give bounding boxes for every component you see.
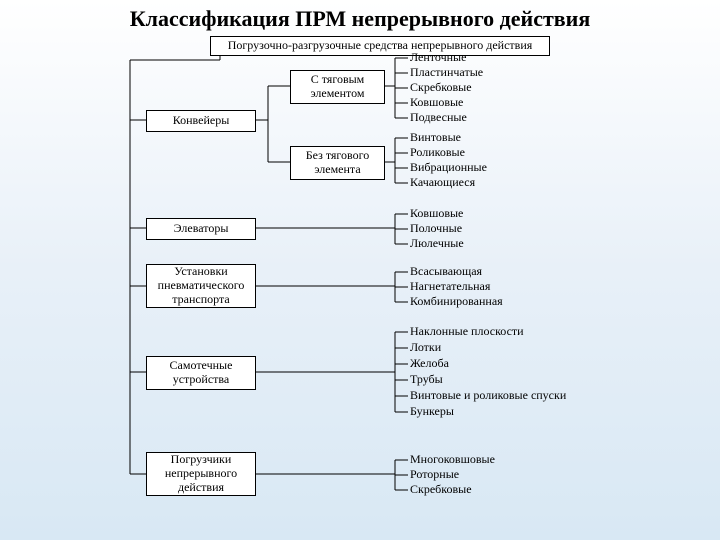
leaf-with: Ленточные: [410, 51, 466, 63]
leaf-grav: Желоба: [410, 357, 449, 369]
leaf-without: Качающиеся: [410, 176, 475, 188]
leaf-pneu: Всасывающая: [410, 265, 482, 277]
leaf-grav: Наклонные плоскости: [410, 325, 524, 337]
leaf-with: Пластинчатые: [410, 66, 483, 78]
leaf-load: Скребковые: [410, 483, 472, 495]
node-loaders: Погрузчики непрерывного действия: [146, 452, 256, 496]
node-without-traction: Без тягового элемента: [290, 146, 385, 180]
leaf-grav: Трубы: [410, 373, 443, 385]
leaf-elev: Ковшовые: [410, 207, 463, 219]
leaf-pneu: Комбинированная: [410, 295, 503, 307]
leaf-grav: Бункеры: [410, 405, 454, 417]
leaf-with: Ковшовые: [410, 96, 463, 108]
leaf-with: Скребковые: [410, 81, 472, 93]
node-conveyors: Конвейеры: [146, 110, 256, 132]
leaf-load: Роторные: [410, 468, 459, 480]
leaf-grav: Винтовые и роликовые спуски: [410, 389, 566, 401]
node-with-traction: С тяговым элементом: [290, 70, 385, 104]
page-title: Классификация ПРМ непрерывного действия: [0, 0, 720, 34]
leaf-load: Многоковшовые: [410, 453, 495, 465]
node-pneumatic: Установки пневматического транспорта: [146, 264, 256, 308]
leaf-without: Винтовые: [410, 131, 461, 143]
leaf-pneu: Нагнетательная: [410, 280, 490, 292]
leaf-elev: Люлечные: [410, 237, 464, 249]
leaf-grav: Лотки: [410, 341, 441, 353]
leaf-with: Подвесные: [410, 111, 467, 123]
root-node: Погрузочно-разгрузочные средства непреры…: [210, 36, 550, 56]
node-gravity: Самотечные устройства: [146, 356, 256, 390]
node-elevators: Элеваторы: [146, 218, 256, 240]
leaf-without: Вибрационные: [410, 161, 487, 173]
leaf-elev: Полочные: [410, 222, 462, 234]
leaf-without: Роликовые: [410, 146, 465, 158]
classification-diagram: Погрузочно-разгрузочные средства непреры…: [80, 34, 640, 534]
